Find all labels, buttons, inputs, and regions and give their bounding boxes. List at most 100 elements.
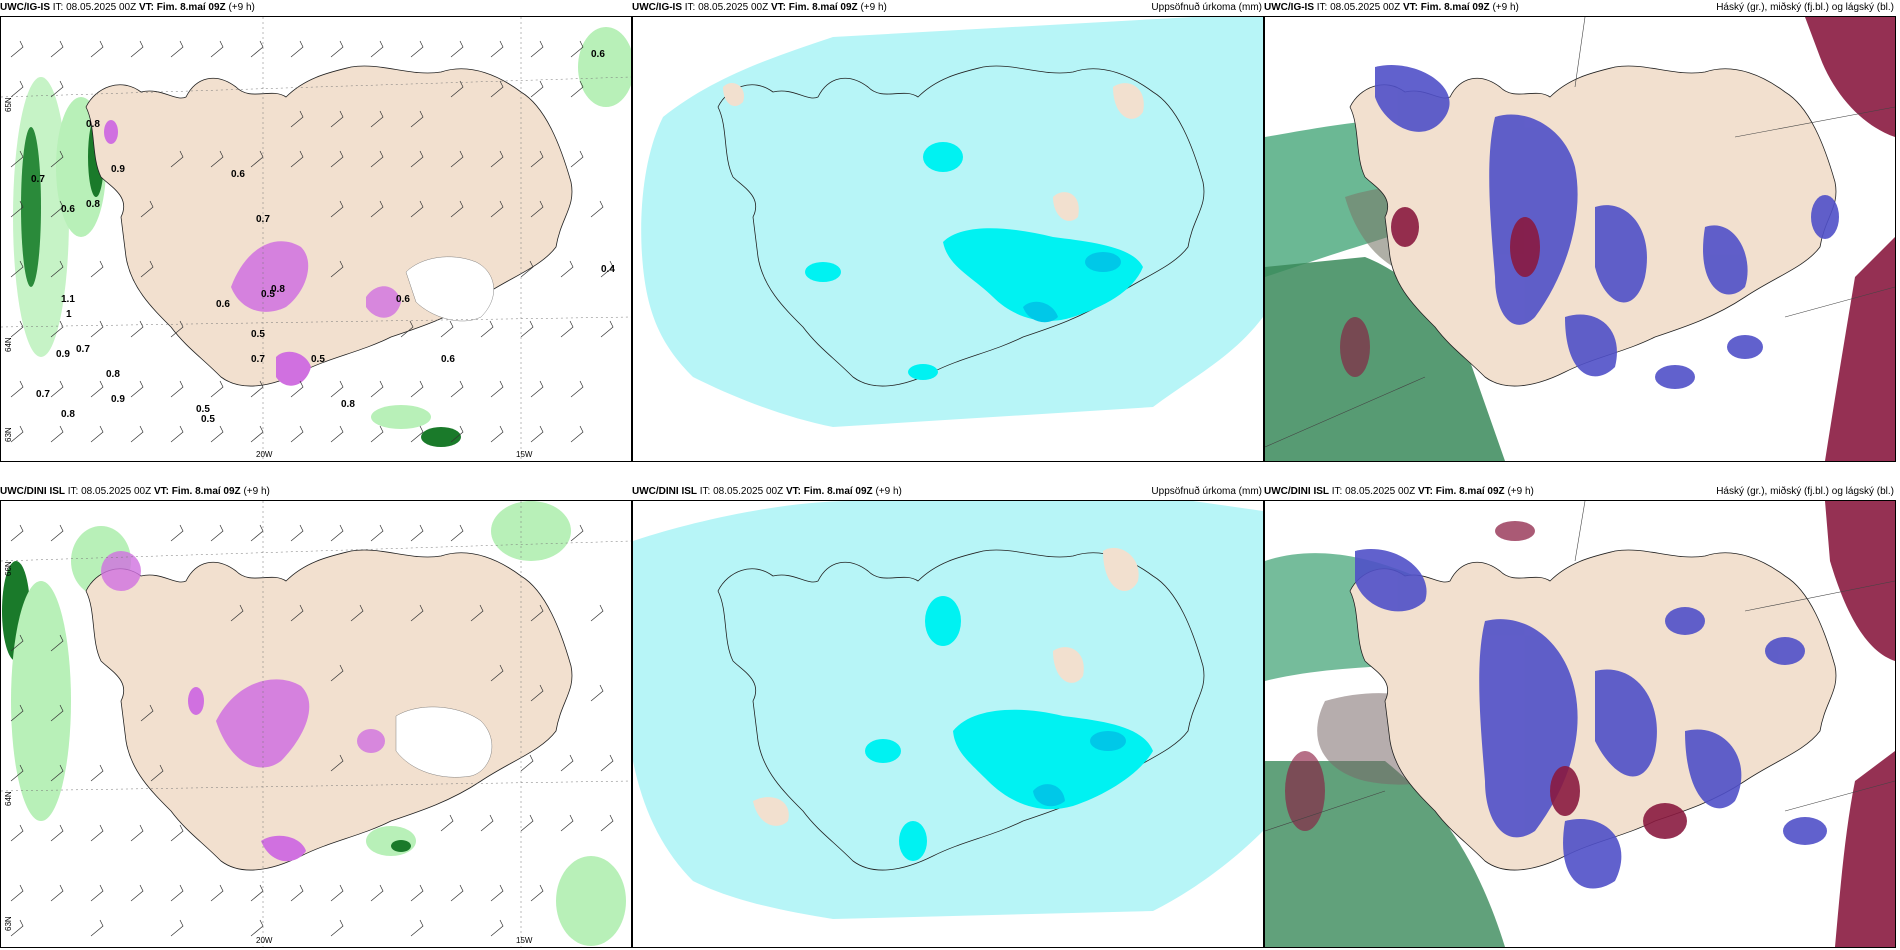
panel-wind-bottom: UWC/DINI ISL IT: 08.05.2025 00Z VT: Fim.…	[0, 484, 632, 948]
iceland-coast	[717, 549, 1205, 871]
lon-label-20w: 20W	[256, 936, 273, 945]
wind-speed-label: 0.4	[601, 264, 615, 275]
valid-time: VT: Fim. 8.maí 09Z	[1402, 2, 1490, 13]
init-time: IT: 08.05.2025 00Z	[1331, 486, 1416, 497]
wind-speed-label: 0.7	[251, 354, 265, 365]
wind-speed-label: 0.9	[111, 394, 125, 405]
colorbar-swatches	[633, 935, 1263, 948]
wind-speed-label: 1	[66, 309, 72, 320]
panel-header: UWC/IG-IS IT: 08.05.2025 00Z VT: Fim. 8.…	[1264, 1, 1896, 15]
lon-label-15w: 15W	[516, 450, 533, 459]
map-frame	[632, 16, 1264, 462]
lat-label-2: 64N	[4, 337, 13, 352]
wind-speed-label: 0.6	[61, 204, 75, 215]
iceland-coast	[717, 65, 1205, 387]
cloud-mid-blue	[1375, 65, 1839, 389]
cloud-low-maroon	[1340, 17, 1895, 461]
field-title: Uppsöfnuð úrkoma (mm)	[1151, 2, 1262, 13]
wind-speed-label: 0.9	[56, 349, 70, 360]
cloud-map	[1265, 17, 1895, 461]
wind-speed-label: 1.1	[61, 294, 75, 305]
model-name: UWC/DINI ISL	[0, 486, 65, 497]
map-frame: 0.6 0.8 0.7 0.9 0.8 0.6 1.1 1 0.7 0.9 0.8 0.9 0.5 0.5…	[0, 16, 632, 462]
wind-values: 0.6 0.8 0.7 0.9 0.8 0.6 1.1 1 0.7 0.9 0.8 0.9 0.5 0.5…	[31, 49, 615, 425]
wind-speed-label: 0.6	[591, 49, 605, 60]
forecast-step: (+9 h)	[860, 2, 887, 13]
iceland-land	[85, 65, 573, 387]
wind-purple-cores	[104, 120, 401, 386]
lat-label-1: 66N	[4, 561, 13, 576]
lon-label-20w: 20W	[256, 450, 273, 459]
graticule	[1265, 501, 1895, 832]
panel-precip-top: UWC/IG-IS IT: 08.05.2025 00Z VT: Fim. 8.…	[632, 0, 1264, 462]
init-time: IT: 08.05.2025 00Z	[684, 2, 769, 13]
cloud-mid-blue	[1355, 549, 1827, 889]
panel-cloud-bottom: UWC/DINI ISL IT: 08.05.2025 00Z VT: Fim.…	[1264, 484, 1896, 948]
forecast-step: (+9 h)	[875, 486, 902, 497]
valid-time: VT: Fim. 8.maí 09Z	[770, 2, 858, 13]
wind-barbs	[10, 40, 614, 443]
init-time: IT: 08.05.2025 00Z	[1316, 2, 1401, 13]
map-frame	[1264, 500, 1896, 948]
precip-area	[641, 17, 1263, 427]
model-name: UWC/IG-IS	[632, 2, 682, 13]
cloud-low-maroon	[1285, 501, 1895, 947]
panel-precip-bottom: UWC/DINI ISL IT: 08.05.2025 00Z VT: Fim.…	[632, 484, 1264, 948]
colorbar-swatches	[633, 449, 1263, 462]
wind-speed-label: 0.6	[396, 294, 410, 305]
valid-time: VT: Fim. 8.maí 09Z	[153, 486, 241, 497]
iceland-land	[85, 549, 573, 871]
valid-time: VT: Fim. 8.maí 09Z	[785, 486, 873, 497]
panel-header: UWC/DINI ISL IT: 08.05.2025 00Z VT: Fim.…	[0, 485, 632, 499]
wind-speed-label: 0.8	[86, 199, 100, 210]
panel-header: UWC/DINI ISL IT: 08.05.2025 00Z VT: Fim.…	[632, 485, 1264, 499]
init-time: IT: 08.05.2025 00Z	[67, 486, 152, 497]
panel-wind-top: UWC/IG-IS IT: 08.05.2025 00Z VT: Fim. 8.…	[0, 0, 632, 462]
wind-speed-label: 0.6	[231, 169, 245, 180]
field-title: Háský (gr.), miðský (fj.bl.) og lágský (…	[1716, 486, 1894, 497]
wind-speed-label: 0.6	[216, 299, 230, 310]
wind-speed-label: 0.6	[441, 354, 455, 365]
map-frame	[1264, 16, 1896, 462]
wind-speed-label: 0.5	[261, 289, 275, 300]
wind-speed-label: 0.8	[86, 119, 100, 130]
precip-area	[633, 501, 1263, 919]
wind-speed-label: 0.7	[76, 344, 90, 355]
wind-speed-label: 0.7	[31, 174, 45, 185]
graticule	[1, 17, 631, 461]
wind-speed-label: 0.8	[106, 369, 120, 380]
wind-barbs	[10, 524, 614, 937]
model-name: UWC/IG-IS	[1264, 2, 1314, 13]
precip-colorbar	[633, 449, 1263, 462]
dry-patches	[723, 82, 1144, 221]
wind-speed-label: 0.8	[61, 409, 75, 420]
lat-label-3: 63N	[4, 916, 13, 931]
wind-speed-label: 0.8	[271, 284, 285, 295]
lat-label-2: 64N	[4, 791, 13, 806]
wind-speed-label: 0.5	[311, 354, 325, 365]
forecast-step: (+9 h)	[1492, 2, 1519, 13]
model-name: UWC/DINI ISL	[1264, 486, 1329, 497]
panel-cloud-top: UWC/IG-IS IT: 08.05.2025 00Z VT: Fim. 8.…	[1264, 0, 1896, 462]
wind-purple-cores	[101, 551, 385, 862]
map-frame: 20W 15W 66N 64N 63N	[0, 500, 632, 948]
wind-map: 0.6 0.8 0.7 0.9 0.8 0.6 1.1 1 0.7 0.9 0.8 0.9 0.5 0.5…	[1, 17, 631, 461]
panel-header: UWC/IG-IS IT: 08.05.2025 00Z VT: Fim. 8.…	[0, 1, 632, 15]
wind-speed-label: 0.7	[256, 214, 270, 225]
wind-speed-label: 0.8	[341, 399, 355, 410]
precip-map	[633, 17, 1263, 433]
precip-core	[805, 142, 1143, 380]
wind-speed-label: 0.9	[111, 164, 125, 175]
field-title: Uppsöfnuð úrkoma (mm)	[1151, 486, 1262, 497]
wind-speed-label: 0.5	[201, 414, 215, 425]
graticule	[1265, 17, 1895, 448]
glacier-white	[405, 256, 494, 322]
init-time: IT: 08.05.2025 00Z	[699, 486, 784, 497]
forecast-step: (+9 h)	[1507, 486, 1534, 497]
model-name: UWC/DINI ISL	[632, 486, 697, 497]
dry-patches	[753, 547, 1139, 826]
valid-time: VT: Fim. 8.maí 09Z	[138, 2, 226, 13]
precip-core	[865, 596, 1153, 861]
forecast-step: (+9 h)	[228, 2, 255, 13]
wind-speed-label: 0.7	[36, 389, 50, 400]
